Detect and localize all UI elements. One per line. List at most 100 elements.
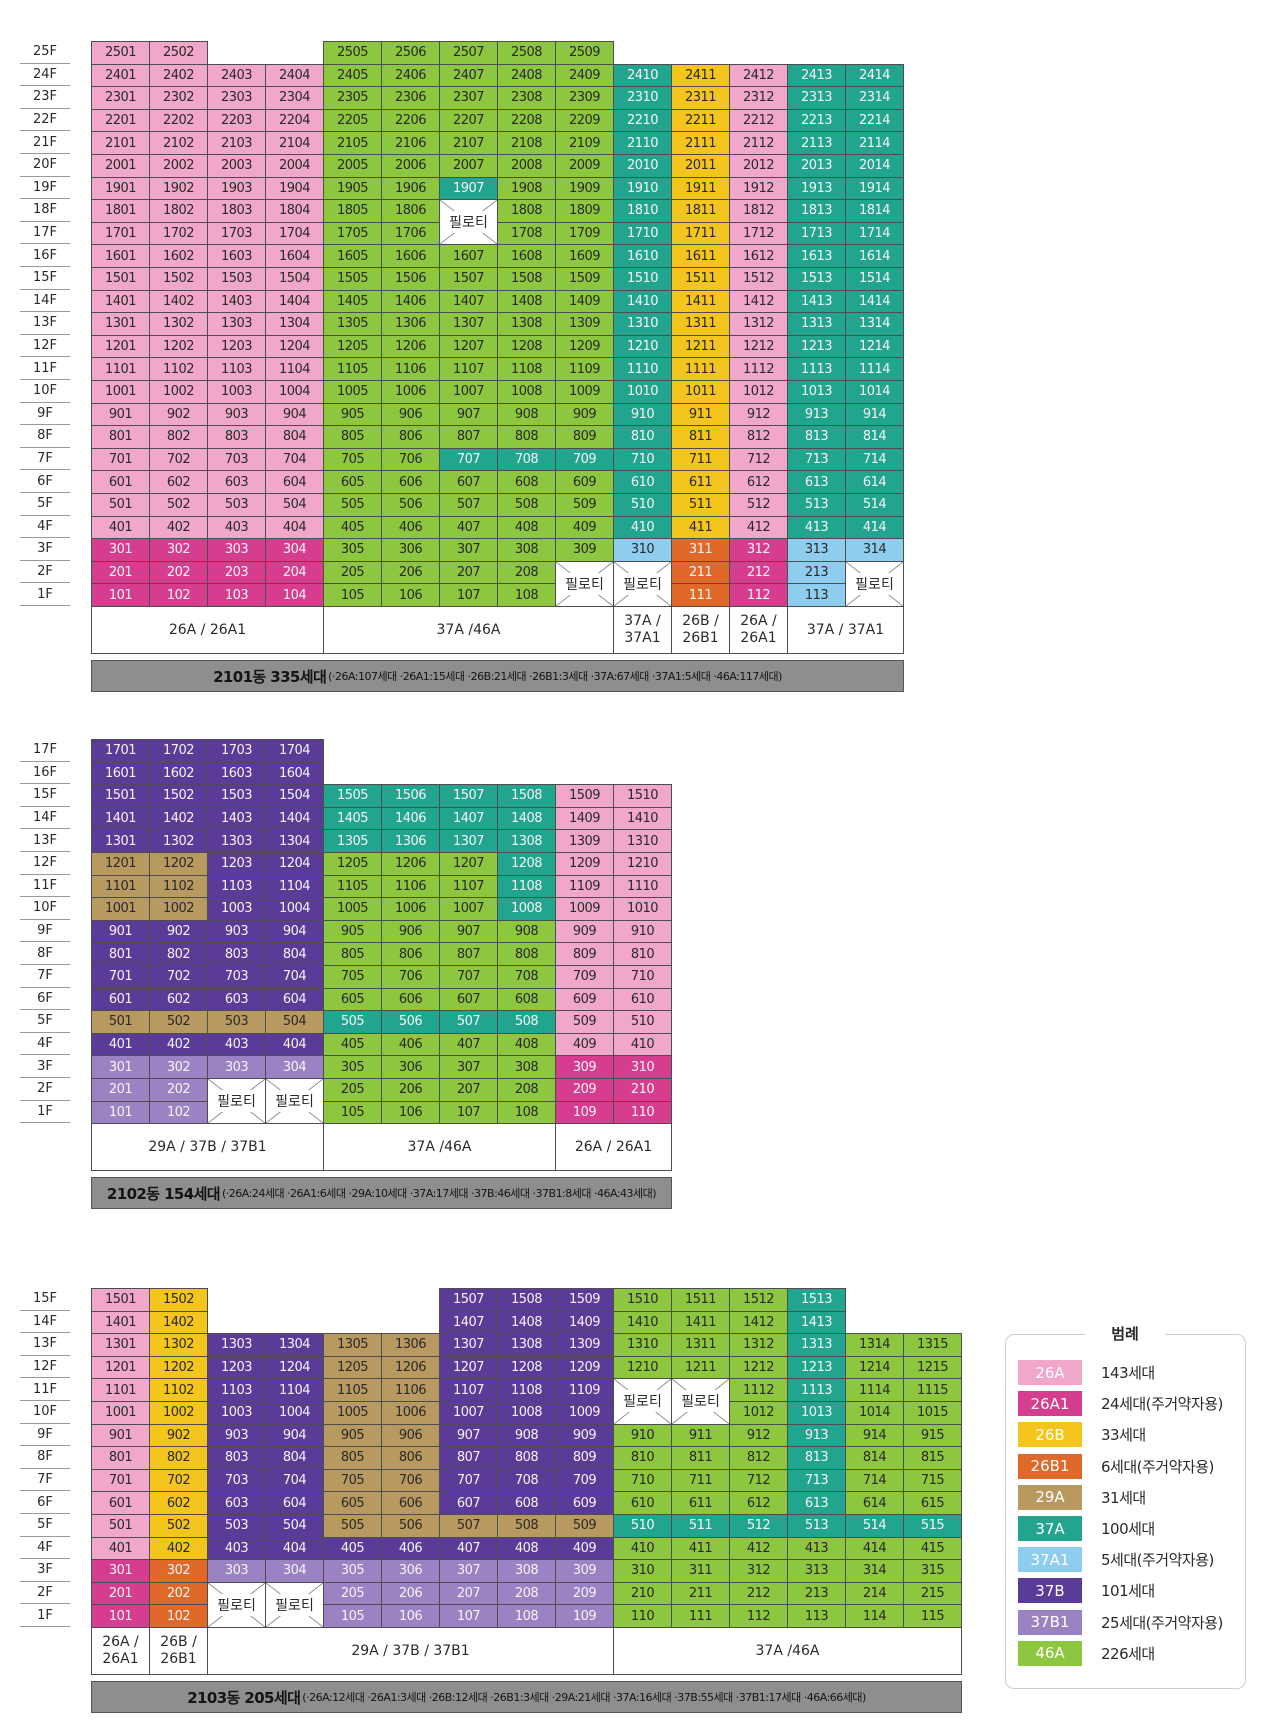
unit-cell: 802 <box>149 425 208 449</box>
unit-cell: 813 <box>787 425 846 449</box>
unit-cell: 801 <box>91 425 150 449</box>
unit-cell: 310 <box>613 1055 672 1079</box>
unit-cell: 1508 <box>497 1288 556 1312</box>
floor-label: 12F <box>20 852 70 875</box>
piloti-label: 필로티 <box>563 572 606 595</box>
unit-cell: 306 <box>381 538 440 562</box>
unit-cell: 703 <box>207 447 266 472</box>
unit-cell: 1905 <box>323 176 382 201</box>
unit-cell: 503 <box>207 1514 266 1538</box>
unit-cell: 1105 <box>323 874 382 899</box>
unit-cell: 805 <box>323 942 382 966</box>
type-group-label: 26B / 26B1 <box>671 606 730 654</box>
unit-cell: 701 <box>91 1468 150 1493</box>
unit-cell: 1708 <box>497 221 556 246</box>
unit-cell: 1509 <box>555 267 614 291</box>
unit-cell: 914 <box>845 1423 904 1448</box>
type-group-label: 37A /46A <box>613 1627 962 1675</box>
unit-cell: 2209 <box>555 108 614 133</box>
unit-cell: 1604 <box>265 244 324 268</box>
unit-cell: 1105 <box>323 357 382 381</box>
unit-cell: 803 <box>207 425 266 449</box>
unit-cell: 811 <box>671 1446 730 1470</box>
unit-cell: 1505 <box>323 267 382 291</box>
unit-cell: 803 <box>207 1446 266 1470</box>
unit-cell: 1202 <box>149 1355 208 1380</box>
unit-cell: 702 <box>149 1468 208 1493</box>
unit-cell: 807 <box>439 425 498 449</box>
floor-label: 16F <box>20 762 70 785</box>
unit-cell: 1204 <box>265 852 324 876</box>
unit-cell: 603 <box>207 1491 266 1515</box>
unit-cell: 215 <box>903 1581 962 1606</box>
unit-cell: 1314 <box>845 1333 904 1357</box>
floor-label: 12F <box>20 1356 70 1379</box>
floor-label: 4F <box>20 1537 70 1560</box>
unit-cell: 2011 <box>671 154 730 178</box>
unit-cell: 1007 <box>439 1401 498 1425</box>
unit-cell: 1511 <box>671 1288 730 1312</box>
unit-cell: 1307 <box>439 312 498 336</box>
unit-cell: 2013 <box>787 154 846 178</box>
unit-cell: 1609 <box>555 244 614 268</box>
unit-cell: 2101 <box>91 131 150 155</box>
unit-cell: 1401 <box>91 289 150 314</box>
legend-count: 226세대 <box>1101 1644 1155 1663</box>
unit-cell: 501 <box>91 1514 150 1538</box>
unit-cell: 706 <box>381 447 440 472</box>
unit-cell: 413 <box>787 1536 846 1561</box>
piloti-cell: 필로티 <box>671 1378 730 1425</box>
unit-cell: 1106 <box>381 357 440 381</box>
unit-cell: 1602 <box>149 244 208 268</box>
piloti-label: 필로티 <box>273 1593 316 1616</box>
unit-cell: 108 <box>497 1604 556 1628</box>
unit-cell: 1407 <box>439 289 498 314</box>
unit-cell: 1502 <box>149 1288 208 1312</box>
unit-cell: 904 <box>265 1423 324 1448</box>
unit-cell: 304 <box>265 1559 324 1583</box>
unit-cell: 109 <box>555 1604 614 1628</box>
type-group-label: 29A / 37B / 37B1 <box>207 1627 614 1675</box>
unit-cell: 1107 <box>439 874 498 899</box>
unit-cell: 1903 <box>207 176 266 201</box>
unit-cell: 909 <box>555 1423 614 1448</box>
unit-cell: 1405 <box>323 806 382 831</box>
unit-cell: 905 <box>323 919 382 944</box>
unit-cell: 608 <box>497 1491 556 1515</box>
floor-label: 9F <box>20 920 70 943</box>
unit-cell: 808 <box>497 425 556 449</box>
unit-cell: 809 <box>555 425 614 449</box>
unit-cell: 2012 <box>729 154 788 178</box>
unit-cell: 605 <box>323 987 382 1012</box>
unit-cell: 102 <box>149 1100 208 1125</box>
unit-cell: 408 <box>497 515 556 540</box>
unit-cell: 805 <box>323 425 382 449</box>
unit-cell: 304 <box>265 1055 324 1079</box>
unit-cell: 601 <box>91 1491 150 1515</box>
unit-cell: 713 <box>787 447 846 472</box>
unit-cell: 702 <box>149 447 208 472</box>
unit-cell: 402 <box>149 1536 208 1561</box>
unit-cell: 301 <box>91 538 150 562</box>
unit-cell: 1508 <box>497 267 556 291</box>
unit-cell: 413 <box>787 515 846 540</box>
unit-cell: 213 <box>787 560 846 585</box>
unit-cell: 1502 <box>149 267 208 291</box>
unit-cell: 602 <box>149 470 208 494</box>
floor-label: 1F <box>20 1604 70 1627</box>
unit-cell: 905 <box>323 402 382 427</box>
unit-cell: 205 <box>323 1078 382 1102</box>
unit-cell: 508 <box>497 1514 556 1538</box>
unit-cell: 902 <box>149 1423 208 1448</box>
unit-cell: 1211 <box>671 1355 730 1380</box>
unit-cell: 2309 <box>555 86 614 110</box>
unit-cell: 805 <box>323 1446 382 1470</box>
unit-cell: 1108 <box>497 1378 556 1402</box>
unit-cell: 1210 <box>613 334 672 359</box>
unit-cell: 2407 <box>439 63 498 88</box>
unit-cell: 506 <box>381 493 440 517</box>
unit-cell: 2410 <box>613 63 672 88</box>
floor-label: 8F <box>20 942 70 965</box>
unit-cell: 907 <box>439 402 498 427</box>
unit-cell: 1909 <box>555 176 614 201</box>
